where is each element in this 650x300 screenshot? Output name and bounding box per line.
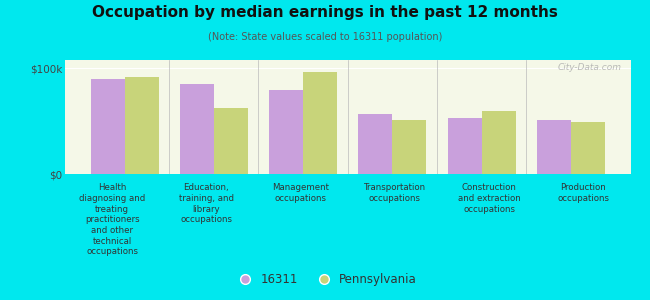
Bar [269, 90, 303, 174]
Text: Health
diagnosing and
treating
practitioners
and other
technical
occupations: Health diagnosing and treating practitio… [79, 183, 145, 256]
Bar [358, 114, 393, 174]
Text: Production
occupations: Production occupations [558, 183, 610, 203]
Bar [214, 107, 248, 174]
Bar [91, 79, 125, 174]
Text: (Note: State values scaled to 16311 population): (Note: State values scaled to 16311 popu… [208, 32, 442, 41]
Text: Management
occupations: Management occupations [272, 183, 329, 203]
Bar [303, 72, 337, 174]
Text: Education,
training, and
library
occupations: Education, training, and library occupat… [179, 183, 234, 224]
Bar [482, 111, 515, 174]
Bar [180, 84, 214, 174]
Legend: 16311, Pennsylvania: 16311, Pennsylvania [229, 269, 421, 291]
Bar [448, 118, 482, 174]
Text: Construction
and extraction
occupations: Construction and extraction occupations [458, 183, 521, 214]
Text: Occupation by median earnings in the past 12 months: Occupation by median earnings in the pas… [92, 4, 558, 20]
Bar [125, 77, 159, 174]
Text: City-Data.com: City-Data.com [558, 63, 622, 72]
Bar [393, 120, 426, 174]
Text: Transportation
occupations: Transportation occupations [364, 183, 426, 203]
Bar [571, 122, 605, 174]
Bar [537, 120, 571, 174]
